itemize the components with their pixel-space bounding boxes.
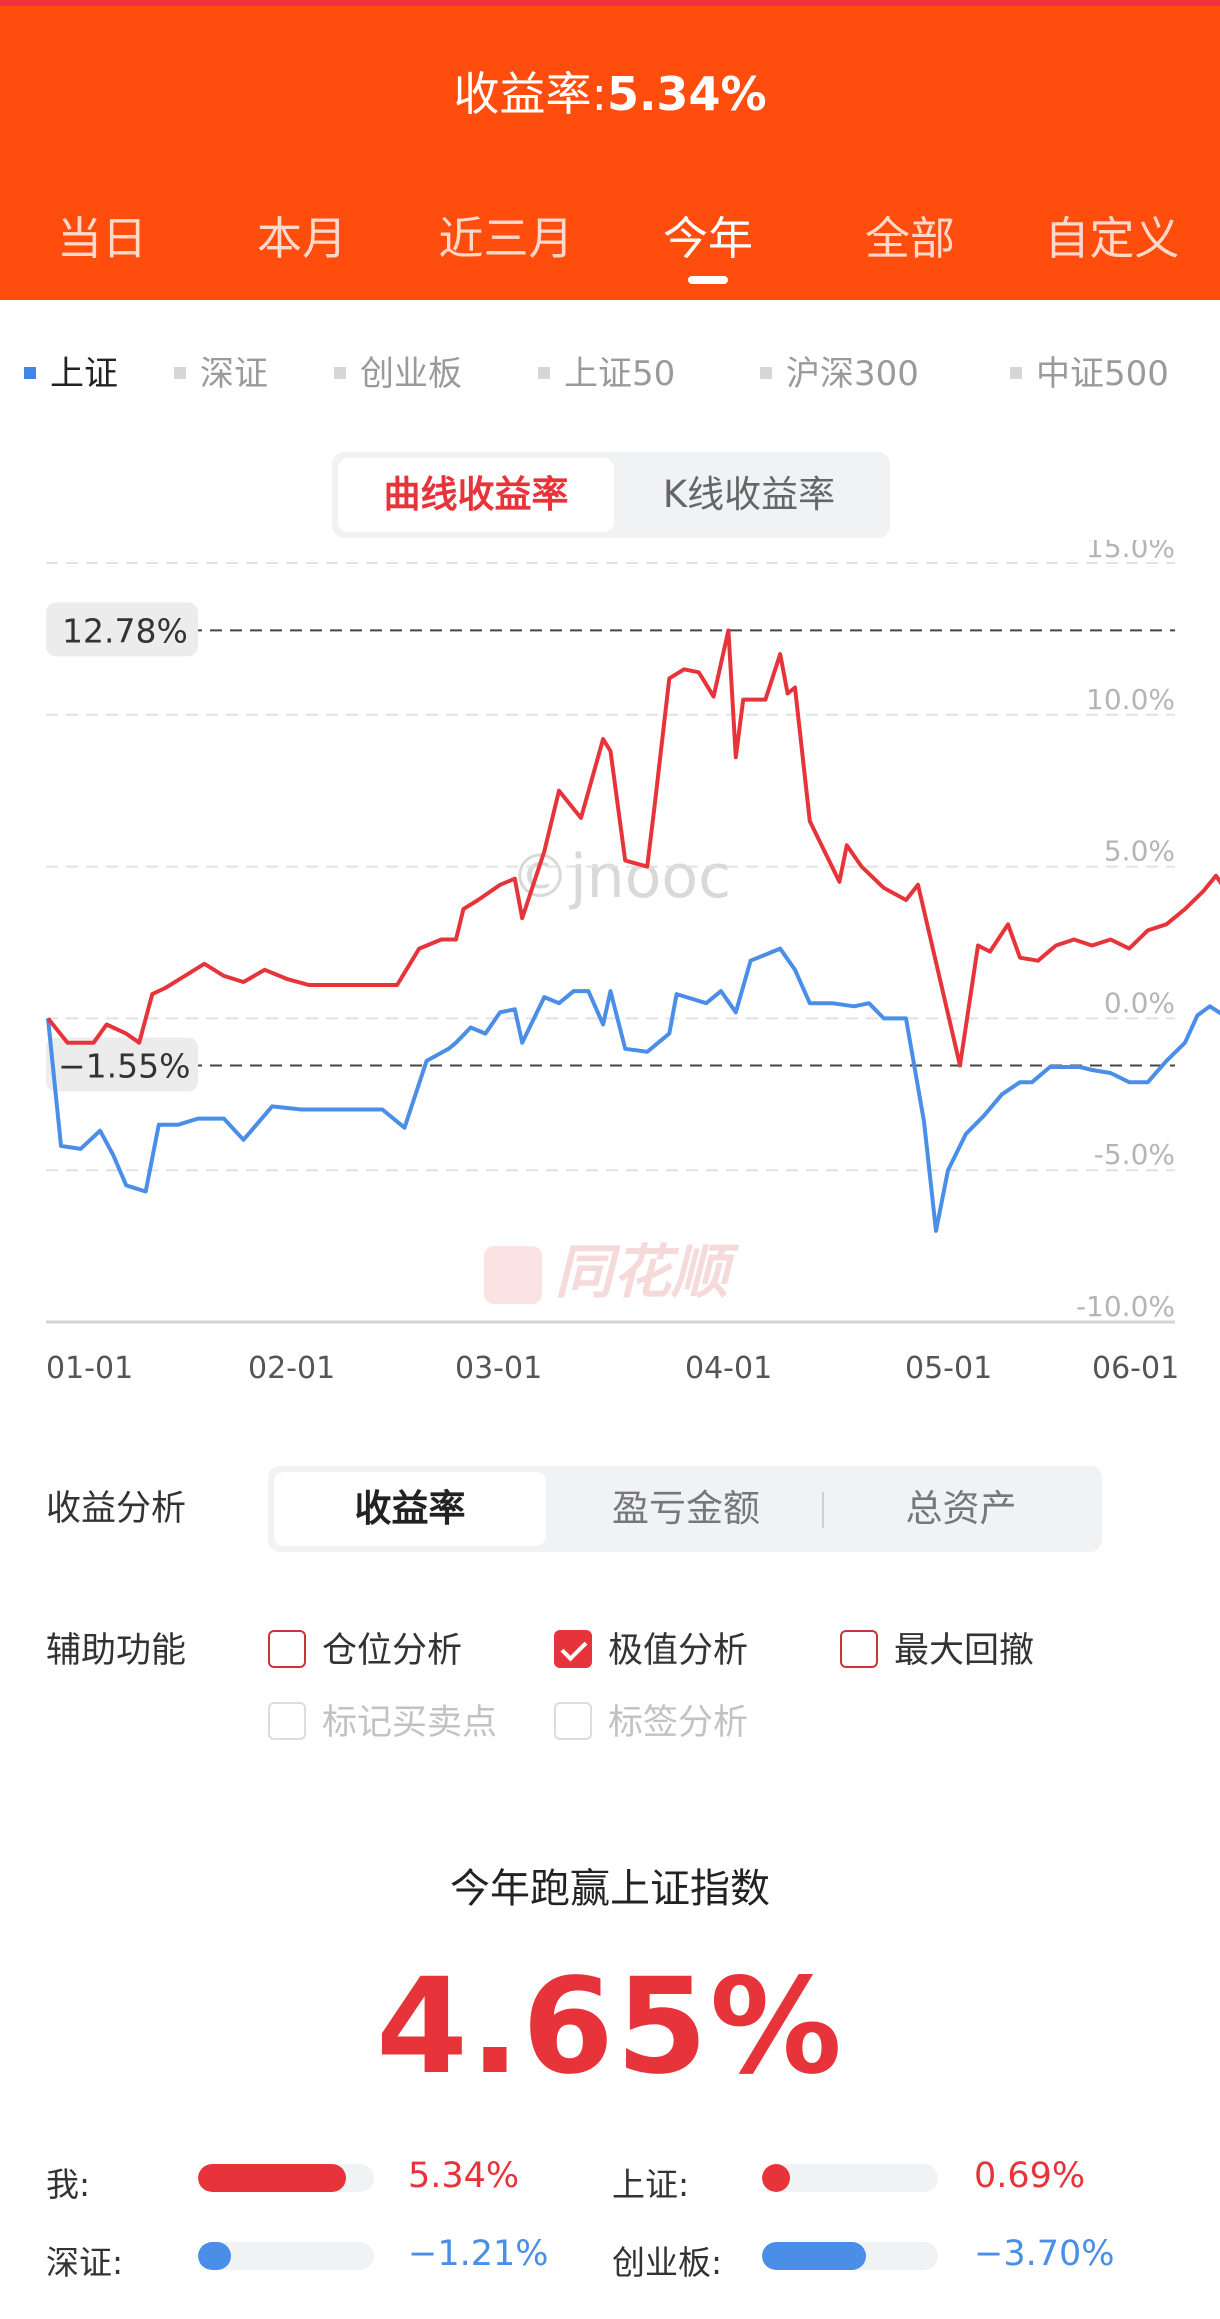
tab-three-months[interactable]: 近三月 [438,212,574,265]
y-tick-label: 10.0% [1086,683,1175,716]
header-bar: 收益率:5.34% 当日 本月 近三月 今年 全部 自定义 [0,0,1220,300]
cmp-label-sse: 上证: [612,2165,690,2204]
cmp-bar-fill [762,2242,866,2270]
index-sse50[interactable]: 上证50 [538,346,675,395]
analysis-tabs: 收益率 盈亏金额 总资产 [268,1466,1102,1552]
outperform-value: 4.65% [376,1950,844,2104]
cmp-label-chinext: 创业板: [612,2243,723,2282]
y-tick-label: 15.0% [1086,540,1175,564]
return-chart[interactable]: ©jnooc 同花顺 15.0% 10.0% 5.0% 0.0% -5.0% -10.0%… [0,540,1220,1420]
chart-grid [46,562,1175,1324]
curve-return-button[interactable]: 曲线收益率 [338,458,614,532]
x-tick-label: 02-01 [248,1351,335,1386]
index-szse[interactable]: 深证 [174,346,268,395]
active-tab-indicator [688,276,728,284]
tab-this-year[interactable]: 今年 [618,202,798,284]
aux-label: 辅助功能 [46,1631,187,1671]
index-csi300[interactable]: 沪深300 [760,346,919,395]
y-tick-label: 5.0% [1104,835,1175,868]
y-axis-labels: 15.0% 10.0% 5.0% 0.0% -5.0% -10.0% [1076,540,1175,1323]
min-value-label: −1.55% [58,1046,190,1085]
watermark-author: ©jnooc [510,842,731,912]
x-axis-labels: 01-01 02-01 03-01 04-01 05-01 06-01 [46,1351,1179,1386]
min-label-box [46,1037,198,1092]
legend-square-icon [1010,366,1022,379]
watermark-brand: 同花顺 [555,1238,740,1306]
y-tick-label: -10.0% [1076,1290,1175,1323]
cmp-value-me: 5.34% [408,2156,520,2196]
cmp-value-chinext: −3.70% [974,2234,1115,2274]
x-tick-label: 06-01 [1092,1351,1179,1386]
checkbox-icon [554,1702,592,1740]
cmp-bar-chinext [762,2242,938,2270]
x-tick-label: 05-01 [905,1351,992,1386]
tab-today[interactable]: 当日 [56,212,147,265]
cmp-bar-fill [198,2164,346,2192]
cmp-bar-me [198,2164,374,2192]
cmp-bar-fill [198,2242,232,2270]
cmp-value-szse: −1.21% [408,2234,549,2274]
legend-square-icon [760,366,772,379]
extreme-analysis-checkbox[interactable]: 极值分析 [554,1622,748,1673]
max-drawdown-checkbox[interactable]: 最大回撤 [840,1622,1034,1673]
x-tick-label: 01-01 [46,1351,133,1386]
cmp-label-me: 我: [46,2165,91,2204]
chart-type-toggle: 曲线收益率 K线收益率 [332,452,890,538]
kline-return-button[interactable]: K线收益率 [662,473,836,516]
tab-total-assets[interactable]: 总资产 [905,1487,1017,1530]
tab-custom[interactable]: 自定义 [1044,212,1180,265]
legend-square-icon [334,366,346,379]
cmp-bar-fill [762,2164,790,2192]
tab-this-month[interactable]: 本月 [256,212,347,265]
mark-trades-checkbox[interactable]: 标记买卖点 [268,1694,497,1745]
max-label-box [46,602,198,657]
tag-analysis-checkbox[interactable]: 标签分析 [554,1694,748,1745]
y-tick-label: 0.0% [1104,986,1175,1019]
outperform-title: 今年跑赢上证指数 [450,1866,770,1912]
tab-return-rate[interactable]: 收益率 [274,1472,546,1546]
my-return-line [46,628,1220,1068]
x-tick-label: 04-01 [685,1351,772,1386]
checkbox-icon [268,1702,306,1740]
max-value-label: 12.78% [62,611,188,650]
cmp-value-sse: 0.69% [974,2156,1086,2196]
return-rate-label: 收益率: [453,67,607,121]
analysis-label: 收益分析 [46,1489,187,1529]
cmp-label-szse: 深证: [46,2243,124,2282]
position-analysis-checkbox[interactable]: 仓位分析 [268,1622,462,1673]
checkmark-icon [554,1630,592,1668]
return-rate-title: 收益率:5.34% [0,58,1220,124]
sse-return-line [46,946,1220,1233]
checkbox-icon [840,1630,878,1668]
segment-divider [822,1492,824,1528]
x-tick-label: 03-01 [455,1351,542,1386]
index-csi500[interactable]: 中证500 [1010,346,1169,395]
tab-all[interactable]: 全部 [864,212,955,265]
cmp-bar-szse [198,2242,374,2270]
chart-series [46,628,1220,1233]
index-chinext[interactable]: 创业板 [334,346,462,395]
extreme-markers: 12.78% −1.55% [46,602,1175,1092]
legend-square-icon [174,366,186,379]
ths-logo-icon: 同花顺 [484,1238,740,1306]
tab-profit-amount[interactable]: 盈亏金额 [612,1487,760,1530]
period-tabs: 当日 本月 近三月 今年 全部 自定义 [0,202,1220,284]
cmp-bar-sse [762,2164,938,2192]
legend-square-icon [538,366,550,379]
return-rate-value: 5.34% [606,67,767,121]
legend-square-icon [24,366,36,379]
checkbox-icon [268,1630,306,1668]
y-tick-label: -5.0% [1094,1138,1175,1171]
index-sse[interactable]: 上证 [24,346,118,395]
